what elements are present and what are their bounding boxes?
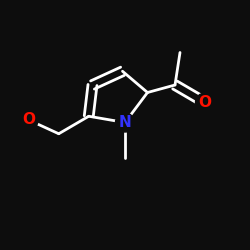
Circle shape xyxy=(196,93,214,112)
Text: N: N xyxy=(119,115,132,130)
Text: O: O xyxy=(198,95,211,110)
Circle shape xyxy=(116,113,134,132)
Circle shape xyxy=(19,110,38,130)
Text: O: O xyxy=(22,112,35,128)
